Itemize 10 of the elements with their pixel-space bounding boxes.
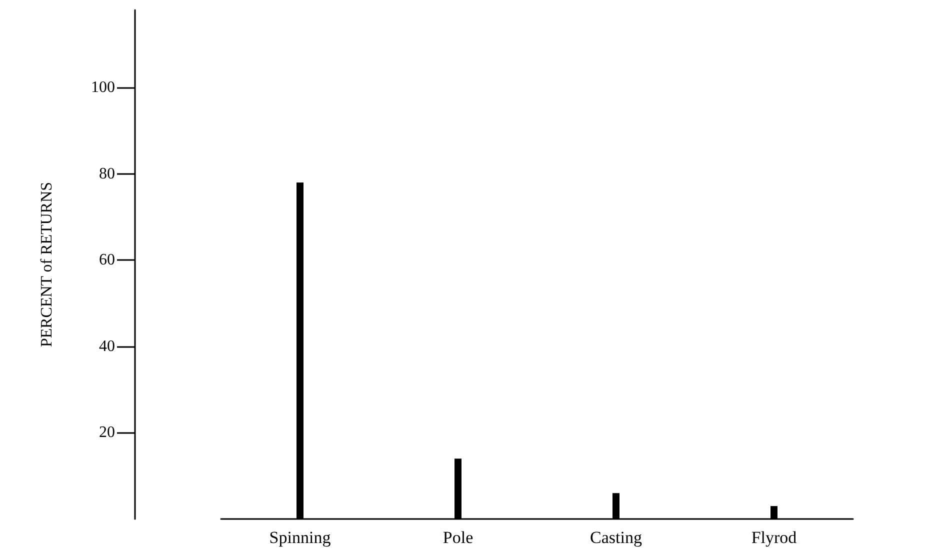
y-tick-label: 60 xyxy=(99,252,115,269)
y-tick-label: 80 xyxy=(99,165,115,182)
y-tick-label: 20 xyxy=(99,424,115,442)
x-tick-label: Pole xyxy=(442,528,474,547)
y-axis-title: PERCENT of RETURNS xyxy=(38,182,56,348)
x-tick-label: Casting xyxy=(590,528,642,547)
x-tick-label: Spinning xyxy=(269,528,332,547)
y-tick-label: 40 xyxy=(99,338,115,355)
y-tick-label: 100 xyxy=(91,79,115,96)
x-tick-label: Flyrod xyxy=(751,528,798,547)
